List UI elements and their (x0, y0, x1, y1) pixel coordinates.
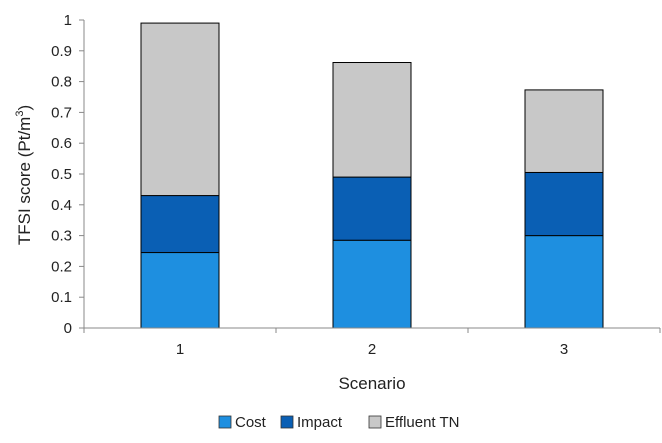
bars-layer (140, 22, 604, 329)
x-axis-title: Scenario (338, 374, 405, 393)
y-tick-label: 1 (64, 12, 72, 29)
y-tick-label: 0.1 (51, 289, 72, 306)
axes (83, 20, 660, 329)
bar-effluent-tn-scenario-2 (332, 62, 412, 178)
bar-effluent-tn-scenario-3 (524, 89, 604, 173)
y-tick-label: 0 (64, 320, 72, 337)
y-tick-label: 0.2 (51, 258, 72, 275)
x-tick-label: 2 (368, 341, 376, 358)
bar-effluent-tn-scenario-1 (140, 22, 220, 197)
x-tick-label: 3 (560, 341, 568, 358)
bar-cost-scenario-3 (524, 235, 604, 329)
y-axis-ticks: 0 0.1 0.2 0.3 0.4 0.5 0.6 0.7 0.8 0.9 1 (51, 12, 84, 337)
x-axis-ticks: 1 2 3 (83, 328, 661, 358)
legend-swatch-impact (280, 415, 294, 429)
y-tick-label: 0.7 (51, 104, 72, 121)
y-tick-label: 0.5 (51, 166, 72, 183)
y-tick-label: 0.8 (51, 74, 72, 91)
y-tick-label: 0.9 (51, 43, 72, 60)
legend-label-impact: Impact (297, 414, 343, 431)
bar-impact-scenario-1 (140, 195, 220, 254)
bar-cost-scenario-1 (140, 252, 220, 329)
y-tick-label: 0.6 (51, 135, 72, 152)
y-tick-label: 0.3 (51, 228, 72, 245)
bar-impact-scenario-3 (524, 171, 604, 237)
legend-label-cost: Cost (235, 414, 267, 431)
y-axis-title: TFSI score (Pt/m3) (14, 105, 34, 245)
legend: Cost Impact Effluent TN (218, 414, 460, 431)
legend-label-effluent-tn: Effluent TN (385, 414, 460, 431)
y-tick-label: 0.4 (51, 197, 72, 214)
x-tick-label: 1 (176, 341, 184, 358)
bar-impact-scenario-2 (332, 176, 412, 241)
legend-swatch-effluent-tn (368, 415, 382, 429)
bar-cost-scenario-2 (332, 239, 412, 329)
legend-swatch-cost (218, 415, 232, 429)
